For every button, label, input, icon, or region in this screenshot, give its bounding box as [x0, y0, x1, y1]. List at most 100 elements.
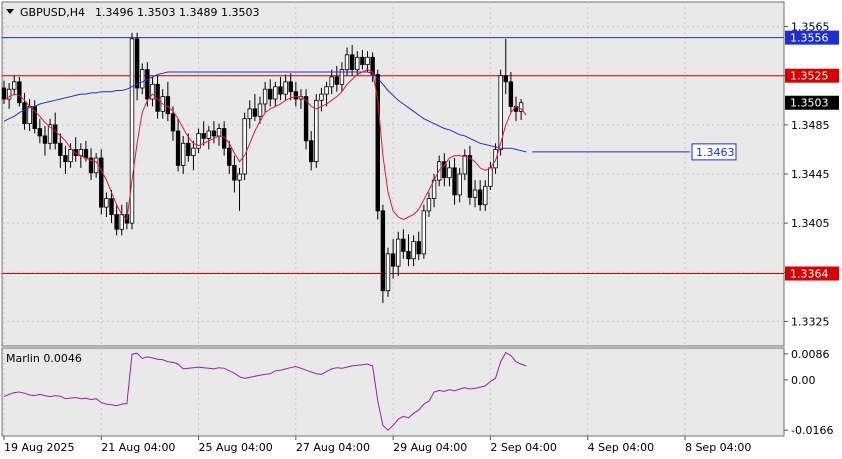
- ohlc-values: 1.3496 1.3503 1.3489 1.3503: [95, 6, 259, 19]
- candle-body: [237, 173, 242, 181]
- candle-body: [401, 238, 406, 252]
- candle-body: [150, 83, 155, 100]
- candle-body: [1, 87, 7, 100]
- candle-body: [314, 99, 319, 163]
- candle-body: [457, 173, 462, 196]
- candle-body: [63, 155, 68, 163]
- candle-body: [406, 250, 411, 260]
- candle-body: [93, 157, 99, 174]
- symbol-timeframe: GBPUSD,H4: [20, 6, 85, 19]
- candle-body: [324, 86, 329, 95]
- time-tick-label: 29 Aug 04:00: [393, 441, 467, 454]
- price-tick-label: 1.3405: [791, 217, 830, 230]
- candle-body: [488, 167, 493, 187]
- current-price-label: 1.3503: [790, 97, 829, 110]
- candle-body: [257, 103, 263, 117]
- candle-body: [447, 167, 452, 179]
- candle-body: [426, 198, 432, 212]
- candle-body: [6, 88, 12, 100]
- price-tick-label: 1.3445: [791, 168, 830, 181]
- candle-body: [211, 130, 217, 137]
- level-price-label: 1.3364: [790, 268, 829, 281]
- candle-body: [175, 130, 181, 166]
- candle-body: [170, 113, 176, 132]
- candle-body: [58, 142, 63, 156]
- candle-body: [252, 108, 258, 117]
- time-tick-label: 25 Aug 04:00: [199, 441, 273, 454]
- candle-body: [104, 198, 109, 208]
- candle-body: [518, 102, 524, 112]
- candle-body: [308, 140, 314, 163]
- candle-body: [498, 75, 503, 150]
- moving-average-red-line: [3, 69, 527, 221]
- candle-body: [385, 253, 391, 292]
- candle-body: [355, 56, 360, 70]
- menu-triangle-icon[interactable]: [6, 9, 14, 14]
- candle-body: [421, 210, 427, 255]
- candle-body: [493, 149, 498, 169]
- ma-value-label: 1.3463: [696, 146, 735, 159]
- candle-body: [242, 118, 247, 175]
- candle-body: [201, 133, 206, 139]
- candle-body: [206, 130, 211, 139]
- candle-body: [329, 76, 334, 88]
- candlesticks: [1, 32, 524, 303]
- candle-body: [165, 96, 171, 115]
- level-price-label: 1.3556: [790, 32, 829, 45]
- indicator-panel: [1, 347, 785, 437]
- candle-body: [114, 214, 119, 230]
- candle-body: [477, 189, 483, 206]
- marlin-indicator-line: [3, 351, 527, 431]
- candle-body: [140, 69, 145, 89]
- candle-body: [262, 88, 268, 105]
- time-axis: 19 Aug 2025 21 Aug 04:00 25 Aug 04:00 27 Au…: [3, 436, 751, 454]
- candle-body: [53, 124, 58, 144]
- candle-body: [99, 157, 104, 208]
- indicator-axis: 0.0086 0.00 -0.0166: [784, 348, 833, 437]
- candle-body: [134, 38, 140, 89]
- candle-body: [288, 81, 293, 93]
- candle-body: [129, 38, 135, 224]
- ma-value-box: [691, 143, 737, 161]
- candle-body: [247, 108, 252, 120]
- candle-body: [472, 189, 478, 198]
- moving-average-blue-line: [3, 71, 527, 153]
- time-tick-label: 21 Aug 04:00: [101, 441, 175, 454]
- indicator-tick-label: 0.00: [791, 374, 816, 387]
- candle-body: [83, 149, 89, 159]
- candle-body: [109, 198, 114, 215]
- candle-body: [380, 210, 386, 292]
- candle-body: [339, 69, 345, 85]
- candle-body: [442, 161, 447, 179]
- candle-body: [293, 91, 299, 100]
- candle-body: [334, 76, 339, 85]
- candle-body: [145, 69, 150, 100]
- candle-body: [508, 81, 514, 107]
- candle-body: [180, 142, 186, 166]
- candle-body: [411, 241, 416, 260]
- candle-body: [278, 86, 283, 95]
- indicator-tick-label: -0.0166: [791, 424, 833, 437]
- candle-body: [319, 93, 324, 101]
- candle-body: [196, 133, 201, 149]
- candle-body: [119, 214, 124, 230]
- candle-body: [37, 128, 43, 137]
- candle-body: [268, 88, 273, 100]
- candle-body: [303, 96, 309, 142]
- time-tick-label: 19 Aug 2025: [4, 441, 74, 454]
- candle-body: [349, 54, 355, 70]
- candle-body: [22, 102, 27, 125]
- candle-body: [503, 75, 508, 83]
- level-price-tag: [785, 266, 839, 281]
- level-price-label: 1.3525: [790, 70, 829, 83]
- candle-body: [186, 142, 191, 156]
- candle-body: [12, 81, 17, 90]
- indicator-title: Marlin 0.0046: [6, 352, 82, 365]
- price-tags: 1.3556 1.3525 1.3364 1.3503 1.3463: [532, 30, 839, 281]
- candle-body: [467, 155, 473, 198]
- candle-body: [47, 124, 53, 144]
- candle-body: [27, 106, 32, 125]
- candle-body: [232, 164, 237, 181]
- candle-body: [68, 149, 73, 163]
- price-tick-label: 1.3485: [791, 119, 830, 132]
